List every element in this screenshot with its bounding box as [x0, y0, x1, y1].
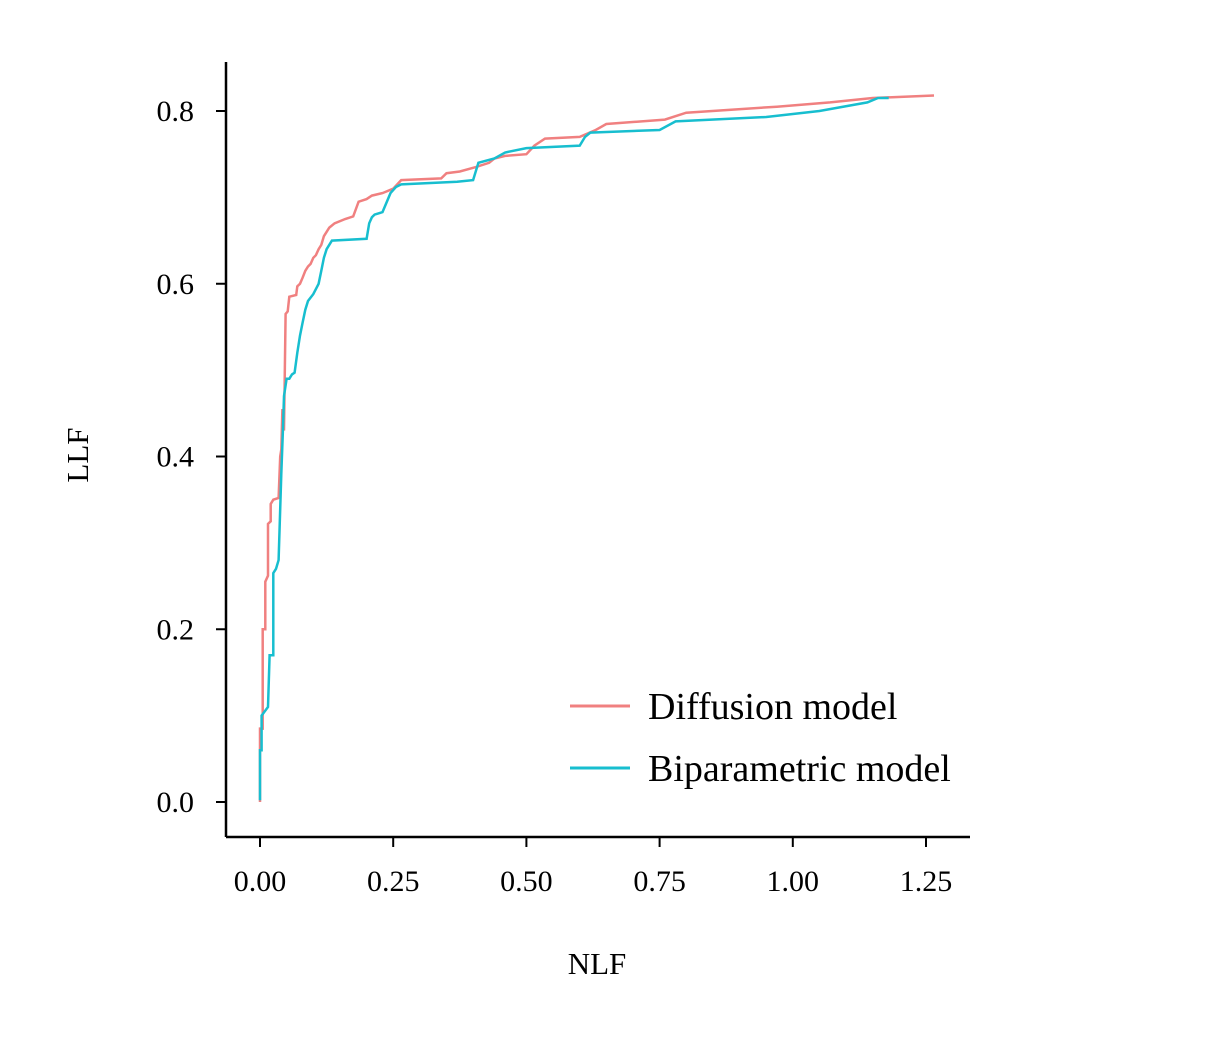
x-tick-label-5: 1.25: [900, 865, 953, 898]
x-axis-title: NLF: [568, 946, 627, 981]
legend-label-biparametric: Biparametric model: [648, 748, 951, 790]
x-ticks: 0.00 0.25 0.50 0.75 1.00 1.25: [234, 837, 953, 898]
y-tick-label-1: 0.2: [157, 613, 195, 646]
x-tick-label-0: 0.00: [234, 865, 287, 898]
y-tick-label-0: 0.0: [157, 786, 195, 819]
y-axis-title: LLF: [60, 427, 95, 482]
legend: Diffusion model Biparametric model: [570, 686, 951, 790]
series-line-biparametric: [258, 96, 889, 801]
x-tick-label-1: 0.25: [367, 865, 420, 898]
series-line-diffusion: [258, 94, 935, 802]
legend-label-diffusion: Diffusion model: [648, 686, 897, 728]
series-layer: [258, 94, 935, 802]
y-tick-label-4: 0.8: [157, 95, 195, 128]
y-ticks: 0.0 0.2 0.4 0.6 0.8: [157, 95, 226, 819]
x-tick-label-4: 1.00: [767, 865, 820, 898]
x-tick-label-2: 0.50: [500, 865, 553, 898]
x-tick-label-3: 0.75: [633, 865, 686, 898]
y-tick-label-2: 0.4: [157, 441, 195, 474]
y-tick-label-3: 0.6: [157, 268, 195, 301]
